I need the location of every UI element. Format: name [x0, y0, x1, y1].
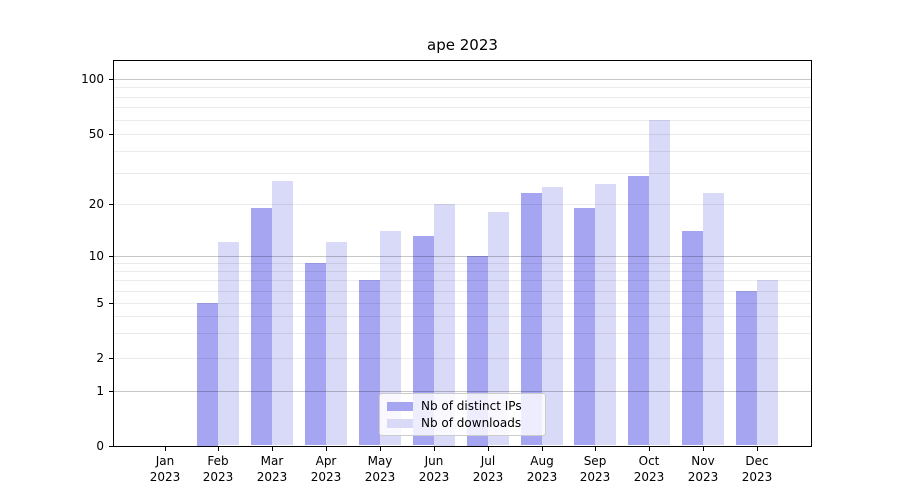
gridline-minor — [114, 107, 811, 108]
y-tick-label: 10 — [88, 249, 104, 263]
bars-layer — [114, 61, 811, 446]
x-tick-mark — [649, 447, 650, 451]
gridline-minor — [114, 134, 811, 135]
y-tick-label: 100 — [81, 72, 104, 86]
gridline-minor — [114, 358, 811, 359]
legend-swatch-downloads-icon — [387, 418, 413, 428]
bar-ips-may — [358, 279, 380, 446]
bar-downloads-apr — [326, 241, 348, 446]
gridline-minor — [114, 87, 811, 88]
x-tick-label-apr: Apr 2023 — [310, 454, 342, 484]
x-tick-label-dec: Dec 2023 — [741, 454, 773, 484]
legend-label-distinct-ips: Nb of distinct IPs — [421, 399, 522, 413]
x-tick-mark — [218, 447, 219, 451]
x-tick-label-nov: Nov 2023 — [687, 454, 719, 484]
bar-downloads-may — [379, 230, 401, 446]
x-tick-label-may: May 2023 — [364, 454, 396, 484]
bar-ips-oct — [628, 175, 650, 446]
y-tick-label: 1 — [96, 384, 104, 398]
y-tick-label: 50 — [88, 127, 104, 141]
bar-downloads-mar — [272, 181, 294, 446]
x-tick-mark — [380, 447, 381, 451]
bar-downloads-sep — [595, 183, 617, 446]
bar-downloads-aug — [541, 186, 563, 446]
legend-item-downloads: Nb of downloads — [387, 416, 538, 430]
gridline-minor — [114, 303, 811, 304]
y-tick-mark — [109, 446, 113, 447]
bar-downloads-dec — [756, 279, 778, 446]
gridline-minor — [114, 271, 811, 272]
x-tick-mark — [757, 447, 758, 451]
bar-downloads-feb — [218, 241, 240, 446]
grid-layer — [114, 61, 811, 446]
gridline-minor — [114, 291, 811, 292]
x-tick-mark — [595, 447, 596, 451]
x-tick-label-sep: Sep 2023 — [579, 454, 611, 484]
x-tick-label-oct: Oct 2023 — [633, 454, 665, 484]
y-tick-mark — [109, 358, 113, 359]
x-tick-mark — [542, 447, 543, 451]
gridline-major — [114, 79, 811, 80]
x-tick-mark — [488, 447, 489, 451]
gridline-minor — [114, 204, 811, 205]
gridline-minor — [114, 316, 811, 317]
plot-area — [113, 60, 812, 447]
gridline-minor — [114, 333, 811, 334]
bar-downloads-oct — [649, 119, 671, 446]
gridline-minor — [114, 280, 811, 281]
legend-label-downloads: Nb of downloads — [421, 416, 522, 430]
gridline-minor — [114, 263, 811, 264]
bar-downloads-nov — [703, 193, 725, 446]
bar-ips-nov — [682, 230, 704, 446]
x-tick-label-aug: Aug 2023 — [526, 454, 558, 484]
x-tick-label-feb: Feb 2023 — [202, 454, 234, 484]
legend-swatch-ips-icon — [387, 401, 413, 411]
x-tick-label-jul: Jul 2023 — [472, 454, 504, 484]
gridline-minor — [114, 120, 811, 121]
chart-title: ape 2023 — [427, 36, 498, 54]
y-tick-label: 5 — [96, 296, 104, 310]
bar-ips-mar — [251, 207, 273, 446]
y-tick-label: 20 — [88, 197, 104, 211]
bar-downloads-jun — [433, 204, 455, 446]
gridline-major — [114, 391, 811, 392]
x-tick-label-jan: Jan 2023 — [149, 454, 181, 484]
x-tick-label-mar: Mar 2023 — [256, 454, 288, 484]
y-tick-mark — [109, 134, 113, 135]
bar-downloads-jul — [487, 211, 509, 446]
bar-ips-dec — [735, 290, 757, 446]
y-tick-label: 0 — [96, 439, 104, 453]
x-tick-mark — [326, 447, 327, 451]
bar-ips-sep — [574, 207, 596, 446]
bar-ips-apr — [305, 262, 327, 446]
y-tick-mark — [109, 204, 113, 205]
y-tick-mark — [109, 391, 113, 392]
x-tick-mark — [165, 447, 166, 451]
x-tick-mark — [272, 447, 273, 451]
y-tick-label: 2 — [96, 351, 104, 365]
y-tick-mark — [109, 79, 113, 80]
x-tick-mark — [434, 447, 435, 451]
y-tick-mark — [109, 303, 113, 304]
gridline-minor — [114, 151, 811, 152]
bar-ips-feb — [197, 303, 219, 446]
gridline-minor — [114, 173, 811, 174]
bar-ips-aug — [520, 193, 542, 446]
legend: Nb of distinct IPs Nb of downloads — [379, 393, 546, 436]
y-tick-mark — [109, 256, 113, 257]
x-tick-label-jun: Jun 2023 — [418, 454, 450, 484]
gridline-major — [114, 256, 811, 257]
legend-item-distinct-ips: Nb of distinct IPs — [387, 399, 538, 413]
gridline-minor — [114, 97, 811, 98]
x-tick-mark — [703, 447, 704, 451]
